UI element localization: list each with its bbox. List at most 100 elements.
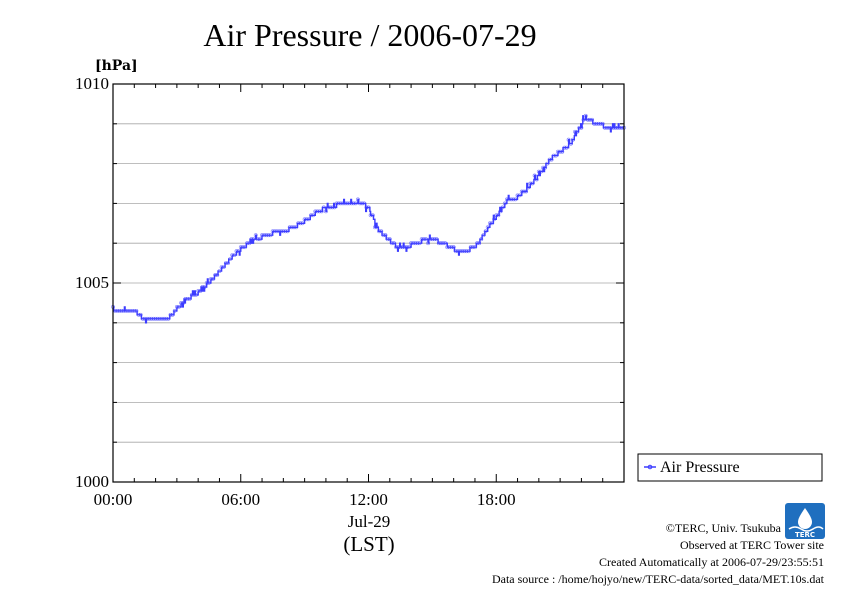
gridlines	[113, 123, 624, 443]
series-point	[398, 245, 403, 250]
series-point	[345, 201, 350, 206]
series-point	[349, 201, 354, 206]
series-point	[447, 245, 452, 250]
series-point	[541, 165, 546, 170]
series-point	[413, 241, 418, 246]
series-point	[221, 265, 226, 270]
series-point	[426, 241, 431, 246]
series-point	[517, 193, 522, 198]
series-point	[181, 300, 186, 305]
series-point	[245, 241, 250, 246]
series-point	[443, 241, 448, 246]
series-point	[338, 201, 343, 206]
x-tick-labels: 00:00 06:00 12:00 18:00	[94, 490, 516, 509]
series-point	[513, 197, 518, 202]
series-point	[253, 233, 258, 238]
series-point	[392, 241, 396, 246]
series-point	[330, 205, 335, 210]
series-point	[292, 225, 296, 230]
series-point	[270, 229, 275, 234]
series-point	[534, 177, 539, 182]
series-point	[477, 241, 482, 246]
series-point	[296, 221, 301, 226]
series-point	[402, 245, 407, 250]
series-point	[347, 201, 352, 206]
x-axis-date-label: Jul-29	[348, 512, 391, 531]
series-point	[230, 253, 235, 258]
series-point	[277, 229, 282, 234]
series-point	[334, 201, 339, 206]
series-point	[470, 245, 475, 250]
series-point	[536, 169, 541, 174]
series-point	[134, 308, 139, 313]
series-point	[219, 265, 224, 270]
series-point	[558, 149, 563, 154]
series-point	[232, 253, 237, 258]
series-point	[432, 237, 437, 242]
series-point	[522, 189, 526, 194]
series-point	[132, 308, 137, 313]
series-point	[319, 209, 324, 214]
series-point	[434, 237, 439, 242]
series-point	[236, 249, 241, 254]
series-point	[279, 229, 284, 234]
series-point	[575, 129, 580, 134]
series-point	[530, 181, 535, 186]
series-point	[272, 229, 277, 234]
series-point	[545, 161, 550, 166]
series-point	[313, 209, 318, 214]
series-point	[562, 145, 567, 150]
series-point	[473, 245, 477, 250]
series-point	[185, 296, 190, 301]
series-point	[607, 125, 612, 130]
series-point	[449, 245, 454, 250]
series-point	[539, 169, 543, 174]
series-point	[172, 308, 177, 313]
series-point	[419, 237, 424, 242]
series-point	[213, 273, 218, 277]
series-line	[113, 115, 624, 324]
series-point	[164, 316, 169, 321]
series-point	[328, 205, 333, 210]
series-point	[602, 125, 607, 130]
series-point	[496, 213, 501, 218]
series-point	[498, 209, 503, 214]
x-tick-label-1200: 12:00	[349, 490, 388, 509]
series-point	[266, 233, 271, 238]
series-point	[438, 241, 443, 246]
series-point	[208, 277, 213, 281]
series-point	[554, 153, 558, 158]
series-point	[385, 237, 390, 242]
series-point	[485, 225, 490, 230]
logo-drop-icon	[798, 508, 812, 529]
series-point	[430, 237, 435, 242]
chart-title: Air Pressure / 2006-07-29	[203, 17, 536, 53]
series-point	[502, 201, 507, 206]
series-point	[445, 245, 450, 250]
series-point	[460, 249, 465, 254]
series-point	[140, 316, 145, 321]
series-point	[466, 249, 471, 254]
series-point	[504, 197, 509, 202]
series-point	[168, 312, 173, 317]
series-air-pressure	[111, 113, 626, 324]
series-point	[123, 308, 128, 313]
series-point	[362, 201, 367, 206]
series-point	[358, 201, 362, 206]
series-point	[549, 157, 554, 162]
series-point	[251, 237, 256, 242]
series-point	[424, 237, 428, 242]
series-point	[198, 289, 203, 293]
series-point	[289, 225, 294, 230]
series-point	[617, 125, 622, 130]
y-tick-labels: 1000 1005 1010	[75, 74, 109, 491]
series-point	[568, 141, 573, 146]
x-tick-label-0600: 06:00	[221, 490, 260, 509]
series-point	[492, 217, 497, 222]
series-point	[436, 241, 441, 246]
series-point	[341, 201, 345, 206]
series-point	[507, 197, 511, 202]
series-point	[453, 249, 458, 254]
series-point	[490, 221, 494, 226]
series-point	[494, 213, 499, 218]
